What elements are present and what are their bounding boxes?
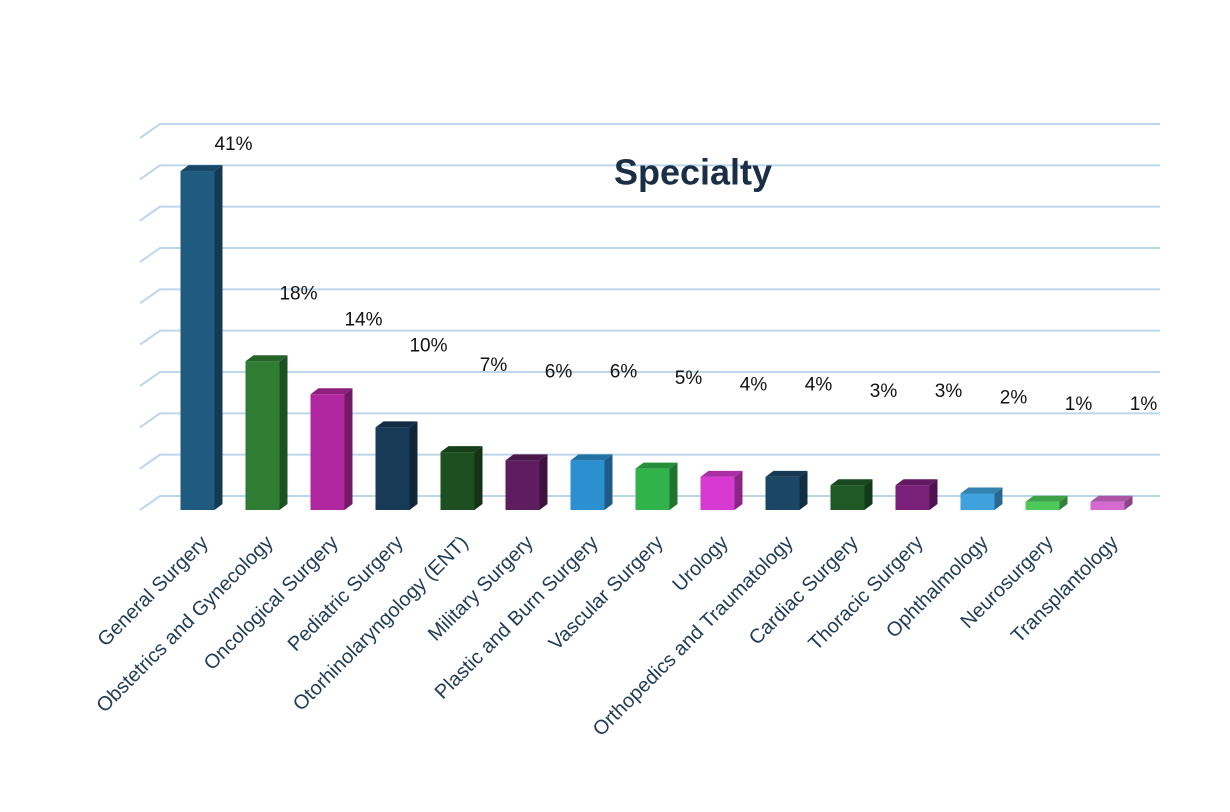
bar — [635, 468, 670, 510]
grid-line — [139, 495, 1160, 511]
bar-group — [180, 165, 223, 511]
bar-top — [765, 470, 808, 477]
x-tick-label: Vascular Surgery — [545, 532, 668, 655]
bar-group — [375, 421, 418, 510]
value-label: 6% — [610, 362, 638, 383]
bar-top — [700, 470, 743, 477]
value-label: 1% — [1065, 394, 1093, 415]
bar — [245, 361, 280, 510]
bar-group — [765, 470, 808, 510]
bar — [440, 452, 475, 510]
bar-group — [700, 470, 743, 510]
value-label: 41% — [214, 134, 252, 155]
bar — [505, 460, 540, 510]
bar-side — [799, 470, 808, 510]
value-label: 2% — [1000, 388, 1028, 409]
bar — [1025, 501, 1060, 510]
bar-group — [440, 446, 483, 510]
bar-side — [864, 479, 873, 510]
bar-group — [830, 479, 873, 510]
x-tick-label: Thoracic Surgery — [805, 532, 928, 655]
bar-side — [604, 454, 613, 510]
value-label: 1% — [1130, 394, 1158, 415]
bar — [310, 394, 345, 510]
grid-line — [139, 371, 1160, 387]
bar-side — [344, 388, 353, 510]
bar-side — [929, 479, 938, 510]
value-label: 14% — [344, 310, 382, 331]
bar-group — [1090, 495, 1133, 510]
value-label: 3% — [935, 381, 963, 402]
grid-line — [139, 123, 1160, 139]
value-label: 10% — [409, 336, 447, 357]
value-label: 3% — [870, 381, 898, 402]
bar-side — [279, 355, 288, 510]
bar — [830, 485, 865, 510]
bar-top — [440, 446, 483, 453]
x-tick-label: Urology — [668, 532, 732, 596]
bar-top — [310, 388, 353, 395]
bar-top — [635, 462, 678, 469]
x-tick-label: Cardiac Surgery — [745, 532, 863, 650]
bar-group — [1025, 495, 1068, 510]
bar-side — [539, 454, 548, 510]
bar-group — [310, 388, 353, 510]
bar-side — [1059, 495, 1068, 510]
bar-top — [830, 479, 873, 486]
bar-top — [245, 355, 288, 362]
value-label: 4% — [805, 375, 833, 396]
grid-line — [139, 288, 1160, 305]
bar — [895, 485, 930, 510]
bar-top — [375, 421, 418, 428]
bar — [570, 460, 605, 510]
bar-top — [180, 165, 223, 172]
value-label: 7% — [480, 355, 508, 376]
value-label: 4% — [740, 375, 768, 396]
bar — [1090, 501, 1125, 510]
bar-group — [960, 487, 1003, 510]
grid-line — [139, 164, 1160, 181]
bar — [765, 476, 800, 510]
grid-line — [139, 205, 1160, 222]
bar-top — [570, 454, 613, 461]
value-label: 18% — [279, 284, 317, 305]
bar-side — [994, 487, 1003, 510]
grid-line — [139, 453, 1160, 470]
bar — [180, 171, 215, 511]
bar-group — [570, 454, 613, 510]
bar — [700, 476, 735, 510]
x-tick-label: General Surgery — [93, 532, 212, 651]
bar-group — [635, 462, 678, 510]
bar-top — [895, 479, 938, 486]
bar-side — [734, 470, 743, 510]
bar-top — [505, 454, 548, 461]
value-label: 6% — [545, 362, 573, 383]
bar-side — [409, 421, 418, 510]
chart-title: Specialty — [614, 152, 772, 193]
value-label: 5% — [675, 368, 703, 389]
bar — [375, 427, 410, 510]
bar-top — [1025, 495, 1068, 502]
grid-line — [139, 329, 1160, 346]
grid-line — [139, 412, 1160, 429]
grid-line — [139, 247, 1160, 263]
bar-side — [669, 462, 678, 510]
bar-side — [1124, 495, 1133, 510]
bar — [960, 493, 995, 510]
bar-side — [474, 446, 483, 510]
bar-top — [1090, 495, 1133, 502]
bar-side — [214, 165, 223, 511]
bar-group — [245, 355, 288, 510]
x-tick-label: Pediatric Surgery — [284, 532, 408, 656]
bar-group — [895, 479, 938, 510]
bar-group — [505, 454, 548, 510]
bar-top — [960, 487, 1003, 494]
